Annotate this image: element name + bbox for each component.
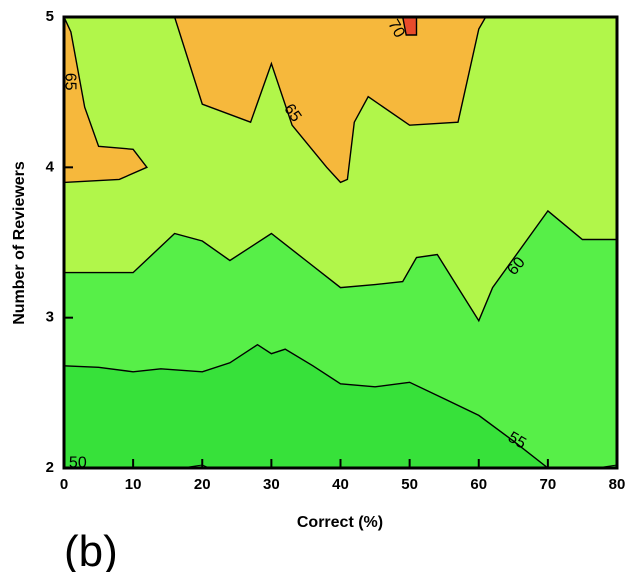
y-tick-label: 5 — [46, 8, 54, 25]
x-tick-label: 30 — [263, 476, 280, 493]
x-tick-label: 80 — [609, 476, 626, 493]
x-tick-label: 10 — [125, 476, 142, 493]
x-tick-label: 70 — [540, 476, 557, 493]
y-axis-title: Number of Reviewers — [11, 161, 28, 325]
panel-label: (b) — [64, 527, 118, 572]
x-axis-title: Correct (%) — [297, 514, 383, 531]
x-tick-label: 20 — [194, 476, 211, 493]
x-tick-label: 40 — [332, 476, 349, 493]
y-tick-label: 2 — [46, 459, 54, 476]
y-tick-label: 4 — [46, 158, 55, 175]
x-tick-label: 50 — [401, 476, 418, 493]
y-tick-label: 3 — [46, 309, 54, 326]
x-tick-label: 60 — [470, 476, 487, 493]
x-tick-label: 0 — [60, 476, 68, 493]
